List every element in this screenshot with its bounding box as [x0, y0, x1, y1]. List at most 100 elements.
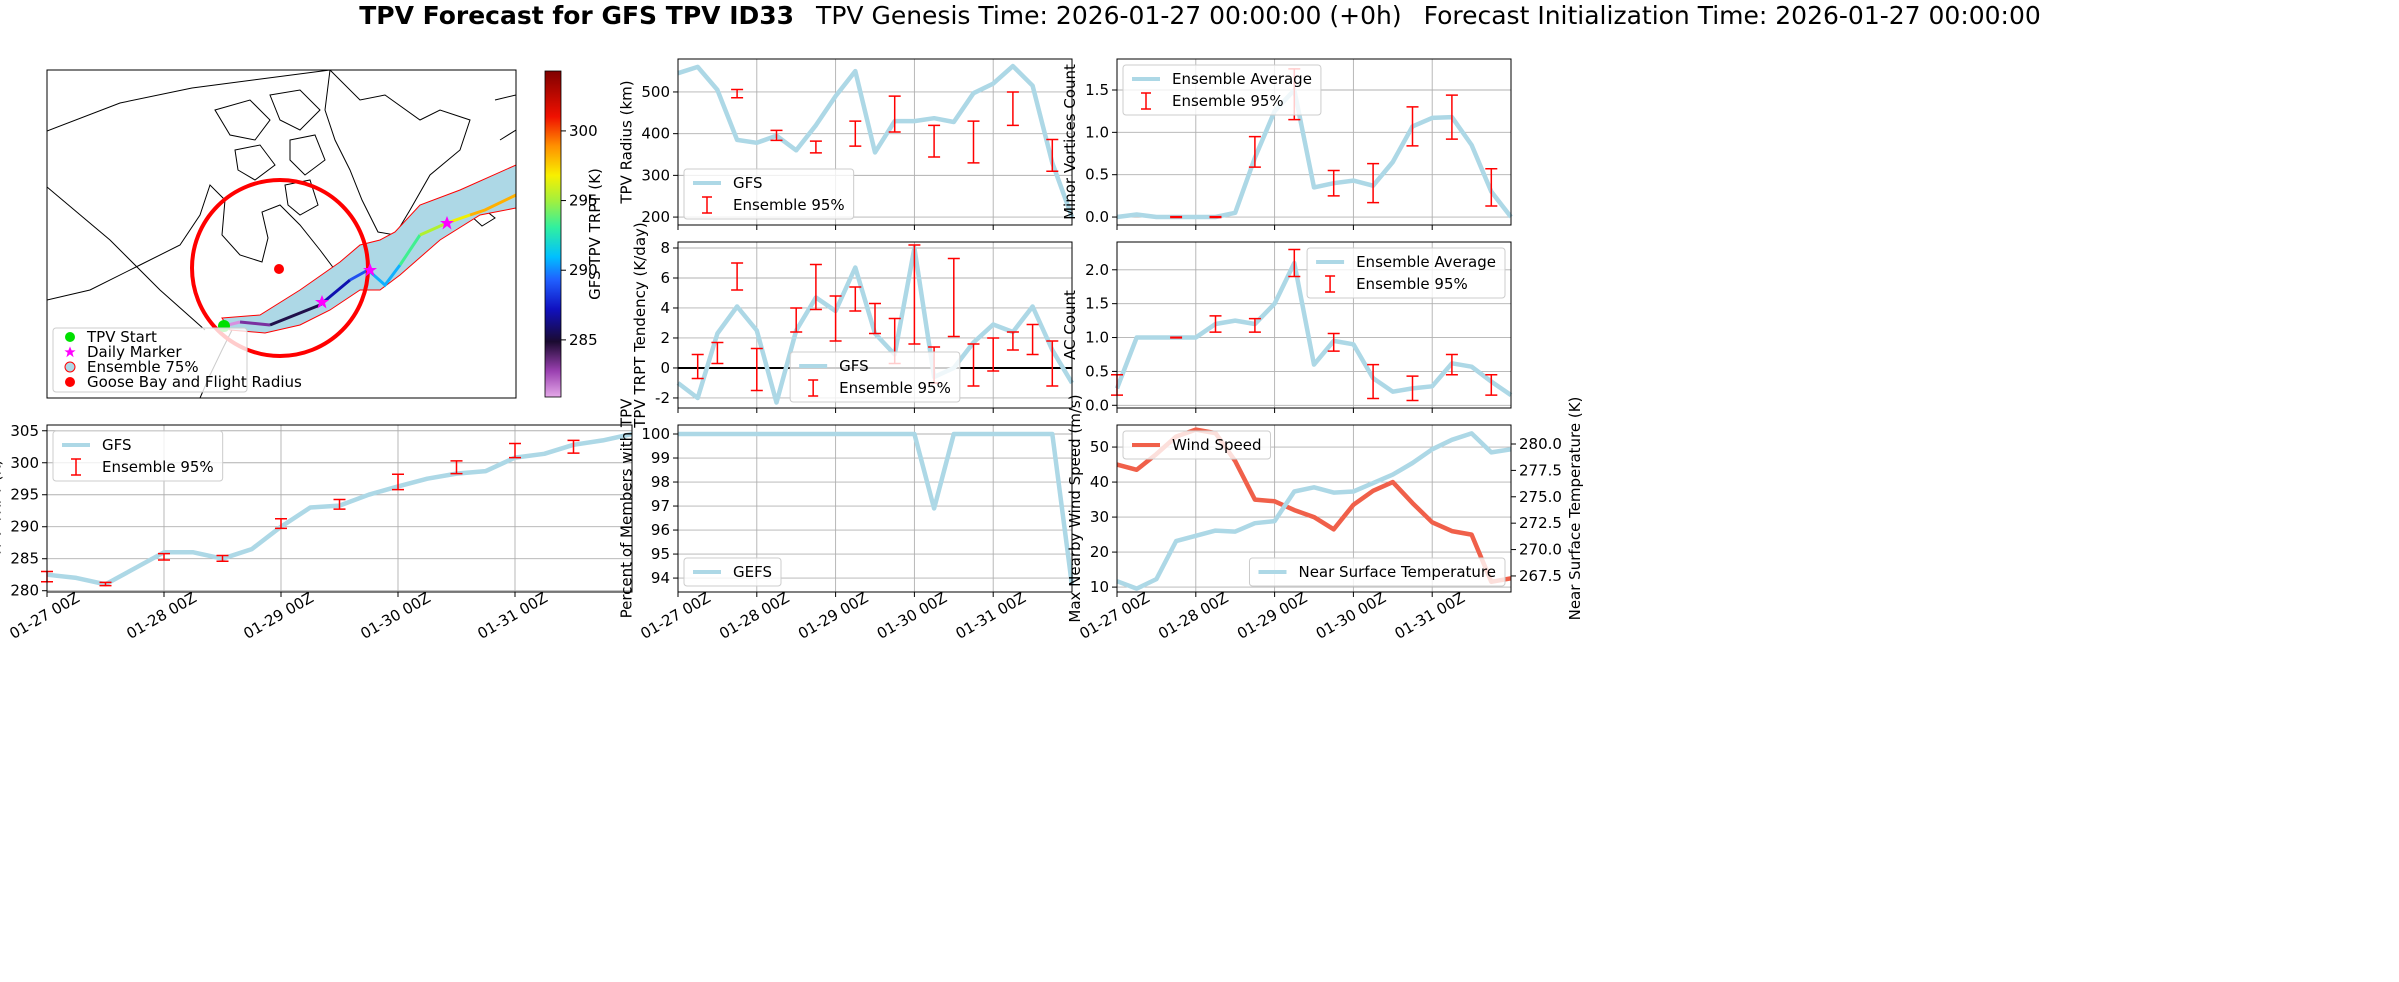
error-bar: [731, 262, 744, 291]
error-bar: [987, 337, 1000, 372]
daily-marker: [440, 216, 454, 230]
legend-marker: [71, 458, 81, 476]
legend: Ensemble Average Ensemble 95%: [1122, 64, 1322, 116]
y-tick-label: 6: [660, 269, 670, 287]
legend: Near Surface Temperature: [1248, 557, 1506, 587]
x-tick-label: 01-30 00Z: [874, 588, 950, 642]
goose-bay: [274, 264, 284, 274]
error-bar: [711, 341, 724, 365]
series-line: [1114, 260, 1513, 397]
legend-label: Ensemble 95%: [733, 196, 845, 214]
y-tick-label: 1.0: [1085, 123, 1109, 141]
series-line: [1116, 431, 1512, 591]
title-genesis: TPV Genesis Time: 2026-01-27 00:00:00 (+…: [815, 1, 1402, 30]
map-boundary: [47, 70, 331, 331]
ensemble-region: [221, 164, 517, 334]
panel: 01-27 00Z 01-28 00Z 01-29 00Z 01-30 00Z 01-3…: [1066, 394, 1584, 642]
track-segment: [269, 303, 321, 327]
daily-marker: [315, 295, 329, 309]
y-axis-label: TPV TRPT (K): [0, 460, 4, 558]
y-tick-label: 96: [651, 521, 670, 539]
error-bar: [1248, 135, 1261, 168]
legend-label: Daily Marker: [87, 343, 182, 361]
x-tick-label: 01-28 00Z: [123, 588, 199, 642]
y-axis-label: Minor Vortices Count: [1061, 64, 1079, 220]
plot-frame: [677, 58, 1073, 226]
error-bar: [1485, 168, 1498, 207]
y-axis-label: Max Nearby Wind Speed (m/s): [1066, 394, 1084, 622]
legend-label: GEFS: [733, 563, 772, 581]
legend-marker: [65, 332, 75, 342]
legend-label: Ensemble 95%: [102, 458, 214, 476]
panel: 01-27 00Z 01-28 00Z 01-29 00Z 01-30 00Z 01-3…: [617, 398, 1075, 643]
colorbar-tick-label: 300: [569, 122, 598, 140]
legend-label: Ensemble 95%: [1356, 275, 1468, 293]
error-bar: [691, 353, 704, 380]
legend-marker: [64, 346, 76, 358]
plot-frame: [1116, 58, 1512, 226]
coastline: [469, 94, 516, 227]
colorbar-tick-label: 290: [569, 261, 598, 279]
y-tick-label: 100: [641, 425, 670, 443]
legend-marker: [65, 377, 75, 387]
y2-tick-label: 280.0: [1519, 435, 1562, 453]
error-bar: [1327, 332, 1340, 352]
error-bar: [1248, 317, 1261, 333]
title-main: TPV Forecast for GFS TPV ID33: [359, 1, 794, 30]
y-tick-label: 1.0: [1085, 329, 1109, 347]
y-tick-label: 0.5: [1085, 166, 1109, 184]
y-tick-label: 300: [10, 454, 39, 472]
y-axis-label: TPV TRPT Tendency (K/day): [631, 222, 649, 428]
error-bar: [731, 88, 744, 99]
legend-label: Ensemble 95%: [839, 379, 951, 397]
legend-label: GFS: [839, 357, 869, 375]
legend-marker: [702, 196, 712, 214]
x-tick-label: 01-30 00Z: [357, 588, 433, 642]
y-tick-label: 0.0: [1085, 208, 1109, 226]
plot-frame: [1116, 424, 1512, 593]
track-segment: [239, 320, 271, 327]
colorbar-label: GFS TPV TRPT (K): [586, 168, 604, 300]
legend: GFS Ensemble 95%: [789, 351, 961, 403]
x-tick-label: 01-27 00Z: [1076, 588, 1152, 642]
panel: 0.0 0.5 1.0 1.5 Minor Vortices Count Ensemble…: [1061, 58, 1513, 230]
daily-marker: [363, 263, 377, 277]
plot-frame: [677, 241, 1073, 409]
y-tick-label: 280: [10, 582, 39, 600]
panel: 200 300 400 500 TPV Radius (km) GFS Ensemble 9…: [617, 58, 1075, 230]
y-tick-label: 295: [10, 486, 39, 504]
legend: GFS Ensemble 95%: [52, 430, 224, 482]
x-tick-label: 01-27 00Z: [637, 588, 713, 642]
y-tick-label: 290: [10, 518, 39, 536]
legend-marker: [808, 379, 819, 397]
error-bar: [790, 307, 803, 333]
error-bar: [450, 460, 463, 475]
y-tick-label: 20: [1090, 543, 1109, 561]
error-bar: [1445, 353, 1458, 376]
track-segment: [469, 193, 517, 217]
error-bar: [1046, 138, 1059, 172]
error-bar: [509, 442, 521, 459]
x-tick-label: 01-29 00Z: [795, 588, 871, 642]
x-tick-label: 01-29 00Z: [1234, 588, 1310, 642]
legend-label: Goose Bay and Flight Radius: [87, 373, 302, 391]
x-tick-label: 01-29 00Z: [240, 588, 316, 642]
error-bar: [750, 347, 763, 392]
legend: GEFS: [683, 557, 782, 587]
y-tick-label: 2: [660, 329, 670, 347]
legend-box: [683, 168, 855, 220]
y-axis-label: TPV Radius (km): [617, 80, 635, 204]
suptitle: TPV Forecast for GFS TPV ID33 TPV Genesis…: [359, 1, 2041, 30]
y-tick-label: 1.5: [1085, 81, 1109, 99]
error-bar: [809, 263, 822, 311]
y2-tick-label: 277.5: [1519, 461, 1562, 479]
y-tick-label: 300: [641, 166, 670, 184]
error-bar: [1170, 215, 1183, 219]
y2-tick-label: 270.0: [1519, 541, 1562, 559]
title-init: Forecast Initialization Time: 2026-01-27…: [1424, 1, 2041, 30]
y-tick-label: 1.5: [1085, 295, 1109, 313]
legend-label: Ensemble Average: [1172, 70, 1312, 88]
y-tick-label: 30: [1090, 508, 1109, 526]
